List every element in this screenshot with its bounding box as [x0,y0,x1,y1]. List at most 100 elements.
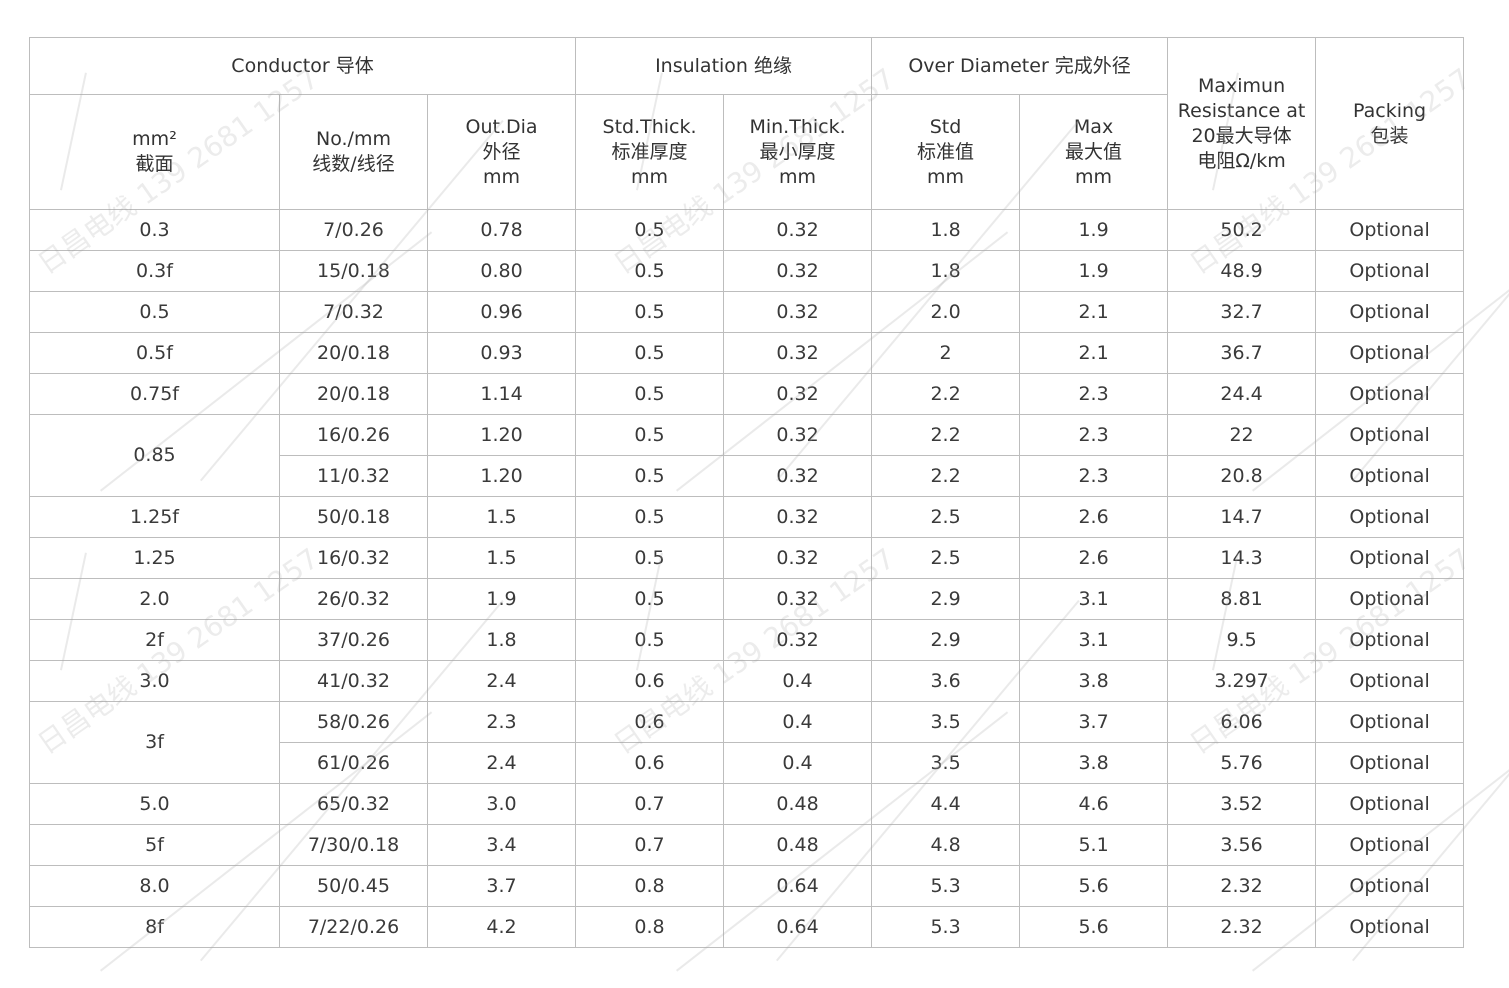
header-over-diameter: Over Diameter 完成外径 [871,37,1169,95]
cell-packing: Optional [1315,414,1465,456]
cell-resistance: 2.32 [1167,906,1317,948]
cell-resistance: 2.32 [1167,865,1317,907]
cell-out-dia: 0.78 [426,209,577,251]
table-row: 0.3 7/0.26 0.78 0.5 0.32 1.8 1.9 50.2 Optional [29,209,1465,251]
cell-resistance: 8.81 [1167,578,1317,620]
cell-strands: 58/0.26 [279,701,428,743]
cell-out-dia: 1.9 [426,578,577,620]
cell-packing: Optional [1315,578,1465,620]
cell-min-thick: 0.32 [723,373,873,415]
cell-min-thick: 0.4 [723,701,873,743]
cell-out-dia: 1.8 [426,619,577,661]
cell-od-std: 4.4 [871,783,1021,825]
cell-out-dia: 3.0 [426,783,577,825]
cell-resistance: 3.297 [1167,660,1317,702]
cell-size: 5.0 [29,783,280,825]
cell-od-std: 2.2 [871,373,1021,415]
table-row: 8.0 50/0.45 3.7 0.8 0.64 5.3 5.6 2.32 Optional [29,865,1465,907]
table-row: 3f 58/0.26 2.3 0.6 0.4 3.5 3.7 6.06 Optional [29,701,1465,784]
cell-out-dia: 1.20 [426,455,577,497]
cell-resistance: 5.76 [1167,742,1317,784]
cell-out-dia: 3.7 [426,865,577,907]
cell-std-thick: 0.7 [575,783,725,825]
header-od-max: Max 最大值 mm [1019,94,1169,210]
table-row: 2f 37/0.26 1.8 0.5 0.32 2.9 3.1 9.5 Optional [29,619,1465,661]
cell-size: 2.0 [29,578,280,620]
cell-size: 0.5 [29,291,280,333]
cell-resistance: 24.4 [1167,373,1317,415]
cell-min-thick: 0.64 [723,865,873,907]
cell-out-dia: 1.5 [426,537,577,579]
cell-od-std: 3.5 [871,701,1021,743]
cell-size: 8.0 [29,865,280,907]
cell-packing: Optional [1315,332,1465,374]
cell-od-max: 3.1 [1019,619,1169,661]
cell-od-max: 3.7 [1019,701,1169,743]
cell-size: 8f [29,906,280,948]
table-row: 11/0.32 1.20 0.5 0.32 2.2 2.3 20.8 Optional [30,455,1465,497]
cell-od-std: 3.6 [871,660,1021,702]
cell-std-thick: 0.6 [575,701,725,743]
cell-packing: Optional [1315,783,1465,825]
cell-packing: Optional [1315,373,1465,415]
table-row: 1.25f 50/0.18 1.5 0.5 0.32 2.5 2.6 14.7 Optional [29,496,1465,538]
cell-min-thick: 0.4 [723,742,873,784]
table-row: 5f 7/30/0.18 3.4 0.7 0.48 4.8 5.1 3.56 Optional [29,824,1465,866]
header-od-std: Std 标准值 mm [871,94,1021,210]
cell-packing: Optional [1315,537,1465,579]
cell-min-thick: 0.32 [723,455,873,497]
header-insulation: Insulation 绝缘 [575,37,873,95]
cell-od-max: 2.1 [1019,291,1169,333]
cell-resistance: 50.2 [1167,209,1317,251]
cell-strands: 16/0.26 [279,414,428,456]
header-conductor: Conductor 导体 [28,37,577,95]
cell-resistance: 22 [1167,414,1317,456]
header-out-dia: Out.Dia 外径 mm [426,94,577,210]
cell-strands: 11/0.32 [279,455,428,497]
cell-out-dia: 2.4 [426,742,577,784]
cell-od-std: 2.5 [871,537,1021,579]
cell-strands: 20/0.18 [279,332,428,374]
cell-strands: 50/0.45 [279,865,428,907]
cell-od-max: 5.6 [1019,865,1169,907]
cell-strands: 50/0.18 [279,496,428,538]
cell-min-thick: 0.32 [723,578,873,620]
cell-strands: 37/0.26 [279,619,428,661]
cell-od-max: 3.8 [1019,660,1169,702]
cell-out-dia: 1.20 [426,414,577,456]
cell-od-max: 1.9 [1019,209,1169,251]
cell-out-dia: 0.93 [426,332,577,374]
cell-od-std: 2 [871,332,1021,374]
cell-out-dia: 2.3 [426,701,577,743]
cell-std-thick: 0.5 [575,496,725,538]
cell-packing: Optional [1315,660,1465,702]
cell-strands: 7/22/0.26 [279,906,428,948]
cell-size: 3.0 [29,660,280,702]
cell-std-thick: 0.5 [575,619,725,661]
cell-size: 1.25f [29,496,280,538]
header-strands: No./mm 线数/线径 [279,94,428,210]
cell-min-thick: 0.4 [723,660,873,702]
cell-size: 2f [29,619,280,661]
cell-min-thick: 0.32 [723,209,873,251]
cell-packing: Optional [1315,701,1465,743]
table-row: 0.5 7/0.32 0.96 0.5 0.32 2.0 2.1 32.7 Optional [29,291,1465,333]
cell-strands: 7/0.32 [279,291,428,333]
cell-od-std: 5.3 [871,906,1021,948]
cell-od-max: 2.3 [1019,373,1169,415]
cell-min-thick: 0.32 [723,414,873,456]
cell-resistance: 3.56 [1167,824,1317,866]
cell-out-dia: 4.2 [426,906,577,948]
cell-std-thick: 0.5 [575,332,725,374]
cell-std-thick: 0.6 [575,742,725,784]
cell-resistance: 6.06 [1167,701,1317,743]
cell-od-max: 4.6 [1019,783,1169,825]
cell-od-max: 2.6 [1019,537,1169,579]
cell-resistance: 14.7 [1167,496,1317,538]
cell-strands: 26/0.32 [279,578,428,620]
cell-strands: 41/0.32 [279,660,428,702]
table-row: 3.0 41/0.32 2.4 0.6 0.4 3.6 3.8 3.297 Optional [29,660,1465,702]
cell-od-max: 3.8 [1019,742,1169,784]
cell-packing: Optional [1315,619,1465,661]
table-row: 0.3f 15/0.18 0.80 0.5 0.32 1.8 1.9 48.9 Optional [29,250,1465,292]
